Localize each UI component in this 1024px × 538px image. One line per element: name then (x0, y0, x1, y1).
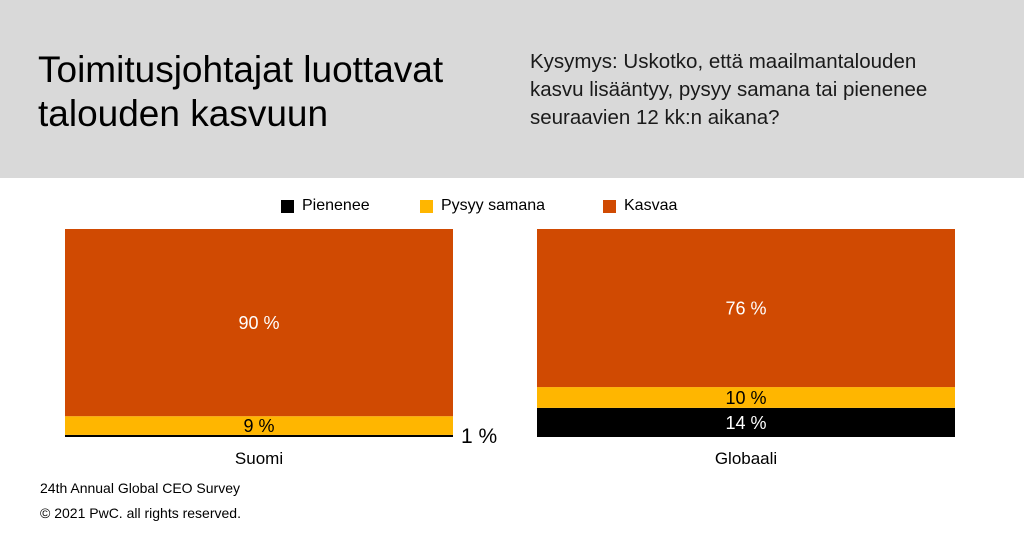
header-banner: Toimitusjohtajat luottavat talouden kasv… (0, 0, 1024, 178)
bar-segment-kasvaa (537, 229, 955, 388)
legend-label: Pienenee (302, 197, 370, 214)
page-title: Toimitusjohtajat luottavat talouden kasv… (38, 48, 518, 136)
legend-swatch (420, 199, 433, 213)
legend-swatch (603, 199, 616, 213)
title-line-1: Toimitusjohtajat luottavat (38, 49, 444, 90)
title-line-2: talouden kasvuun (38, 93, 329, 134)
legend-label: Pysyy samana (441, 197, 546, 214)
data-label: 90 % (238, 313, 279, 333)
data-label: 9 % (243, 416, 274, 436)
chart-legend: Pienenee Pysyy samana Kasvaa (0, 195, 1024, 217)
bar-segment-pienenee (65, 434, 453, 437)
legend-item-pienenee: Pienenee (281, 195, 370, 217)
survey-source: 24th Annual Global CEO Survey (40, 480, 241, 496)
question-line-1: Kysymys: Uskotko, että maailmantalouden (530, 50, 917, 73)
category-label: Globaali (715, 449, 777, 468)
legend-item-kasvaa: Kasvaa (603, 195, 677, 217)
legend-label: Kasvaa (624, 197, 678, 214)
bar-segment-pienenee (537, 407, 955, 437)
bar-segment-pysyy-samana (65, 416, 453, 435)
data-label: 10 % (725, 388, 766, 408)
bar-segment-kasvaa (65, 229, 453, 417)
data-label: 1 % (461, 425, 497, 448)
legend-swatch (281, 199, 294, 213)
question-line-3: seuraavien 12 kk:n aikana? (530, 106, 780, 129)
category-label: Suomi (235, 449, 283, 468)
bar-segment-pysyy-samana (537, 387, 955, 408)
data-label: 14 % (725, 413, 766, 433)
copyright-notice: © 2021 PwC. all rights reserved. (40, 505, 241, 521)
question-line-2: kasvu lisääntyy, pysyy samana tai pienen… (530, 78, 928, 101)
legend-item-pysyy-samana: Pysyy samana (420, 195, 545, 217)
survey-question: Kysymys: Uskotko, että maailmantalouden … (530, 48, 1000, 132)
data-label: 76 % (725, 299, 766, 319)
